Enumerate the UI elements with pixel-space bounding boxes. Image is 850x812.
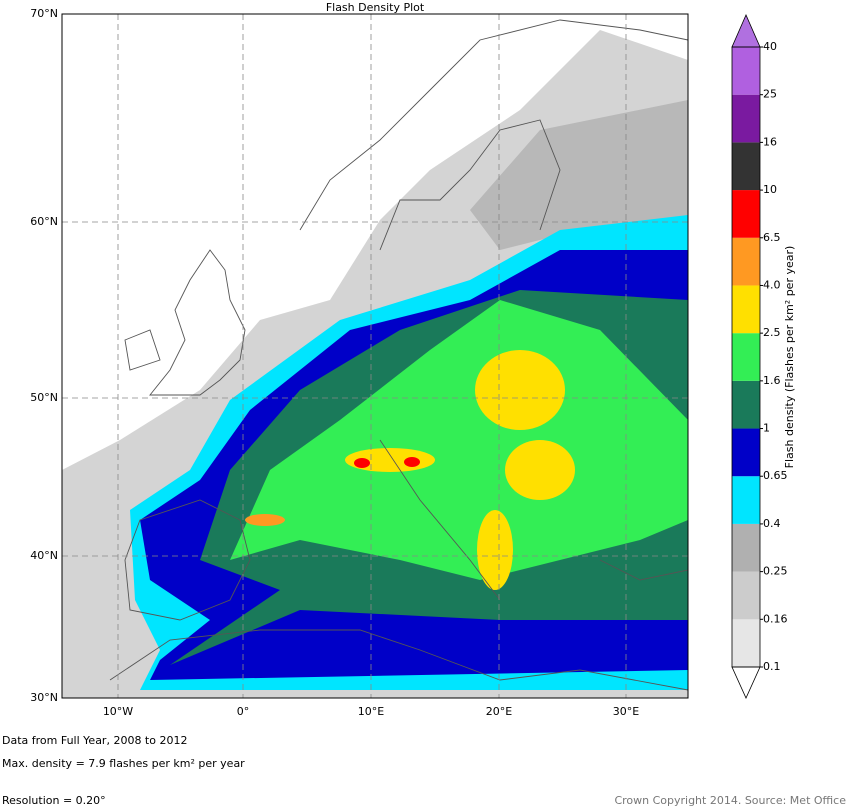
lon-label: 0° (237, 705, 250, 718)
colorbar-tick-label: 1 (763, 422, 770, 435)
lat-label: 70°N (30, 7, 58, 20)
colorbar-segment (732, 333, 760, 381)
lon-label: 20°E (486, 705, 512, 718)
colorbar-segment (732, 523, 760, 572)
colorbar-tick-label: 0.65 (763, 469, 788, 482)
density-area (470, 100, 688, 250)
colorbar-segment (732, 428, 760, 477)
colorbar-tick-label: 10 (763, 183, 777, 196)
map-title: Flash Density Plot (326, 1, 425, 14)
map-frame (61, 13, 689, 699)
density-area (245, 514, 285, 526)
colorbar-tick-label: 40 (763, 40, 777, 53)
density-area (404, 457, 420, 467)
colorbar-segment (732, 285, 760, 334)
colorbar-tick-label: 0.16 (763, 612, 788, 625)
colorbar-extend-max (731, 14, 761, 48)
coastline (124, 499, 251, 621)
lon-label: 30°E (613, 705, 639, 718)
density-area (477, 510, 513, 590)
colorbar-segment (732, 237, 760, 286)
lat-label: 30°N (30, 691, 58, 704)
lat-label: 40°N (30, 549, 58, 562)
colorbar-segment (732, 476, 760, 524)
footer-line: Data from Full Year, 2008 to 2012 (2, 734, 187, 747)
lat-label: 50°N (30, 391, 58, 404)
colorbar-segment (732, 380, 760, 429)
coastline (124, 249, 246, 396)
lat-label: 60°N (30, 215, 58, 228)
colorbar-tick-label: 25 (763, 88, 777, 101)
colorbar-tick-label: 1.6 (763, 374, 781, 387)
credit: Crown Copyright 2014. Source: Met Office (614, 794, 846, 807)
lon-labels: 10°W 0° 10°E 20°E 30°E (103, 705, 639, 718)
lon-label: 10°W (103, 705, 133, 718)
colorbar-segment (732, 571, 760, 620)
colorbar: 0.1 0.16 0.25 0.4 0.65 1 1.6 2.5 4.0 6.5 10 16 25 40 (731, 14, 788, 699)
coastline (109, 439, 689, 691)
lat-labels: 70°N 60°N 50°N 40°N 30°N (30, 7, 58, 704)
density-area (505, 440, 575, 500)
colorbar-extend-min (731, 666, 761, 699)
colorbar-tick-label: 2.5 (763, 326, 781, 339)
colorbar-tick-label: 0.4 (763, 517, 781, 530)
map (61, 13, 689, 699)
lon-label: 10°E (358, 705, 384, 718)
colorbar-tick-label: 6.5 (763, 231, 781, 244)
coastline (299, 19, 689, 251)
colorbar-segment (732, 619, 760, 667)
density-area (230, 300, 688, 580)
colorbar-frame (731, 46, 761, 668)
footer-line: Resolution = 0.20° (2, 794, 106, 807)
colorbar-tick-label: 4.0 (763, 278, 781, 291)
colorbar-tick-label: 0.25 (763, 565, 788, 578)
colorbar-segment (732, 190, 760, 238)
colorbar-segment (732, 142, 760, 191)
graticule (62, 14, 688, 698)
colorbar-segment (732, 94, 760, 143)
colorbar-tick-label: 16 (763, 135, 777, 148)
colorbar-tick-label: 0.1 (763, 660, 781, 673)
density-area (475, 350, 565, 430)
density-area (354, 458, 370, 468)
colorbar-label: Flash density (Flashes per km² per year) (783, 246, 796, 469)
footer-line: Max. density = 7.9 flashes per km² per y… (2, 757, 245, 770)
colorbar-segment (732, 47, 760, 95)
